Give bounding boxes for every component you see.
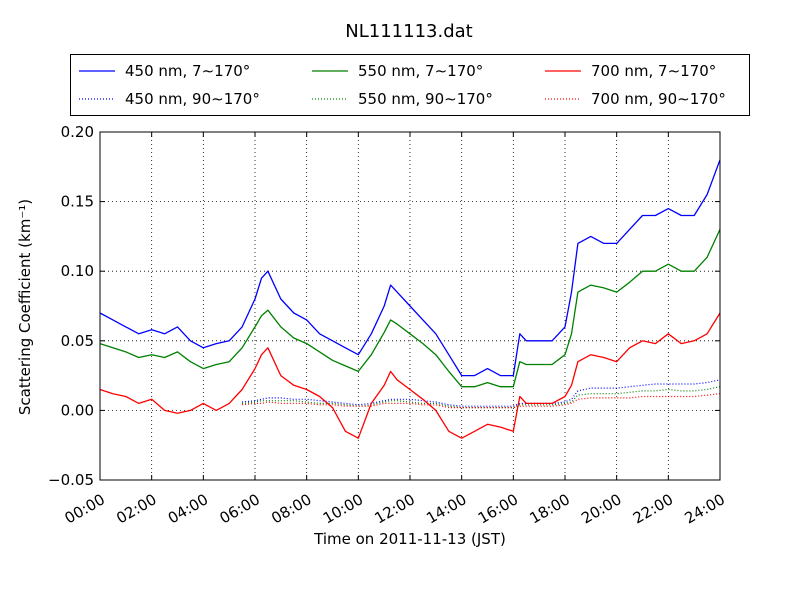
y-tick-label: 0.05 [61,332,94,350]
y-tick-label: 0.10 [61,262,94,280]
legend-label-2: 550 nm, 7∼170° [358,62,483,80]
plot-series [99,159,721,439]
y-tick-label: 0.20 [61,123,94,141]
x-tick-label: 20:00 [578,490,624,527]
x-tick-label: 12:00 [372,490,418,527]
legend-label-1: 450 nm, 90∼170° [125,90,260,108]
series-line-0 [99,159,721,377]
x-tick-label: 00:00 [62,490,108,527]
series-line-5 [242,393,721,409]
series-line-1 [242,379,721,407]
x-tick-label: 24:00 [682,490,728,527]
x-tick-label: 18:00 [527,490,573,527]
series-line-2 [99,229,721,388]
x-tick-label: 14:00 [423,490,469,527]
y-tick-label: 0.00 [61,401,94,419]
x-tick-label: 22:00 [630,490,676,527]
legend-svg: 450 nm, 7∼170° 550 nm, 7∼170° 700 nm, 7∼17… [79,62,726,108]
legend-label-5: 700 nm, 90∼170° [591,90,726,108]
y-tick-label: 0.15 [61,193,94,211]
chart-title: NL111113.dat [345,21,472,42]
x-tick-label: 02:00 [113,490,159,527]
x-axis-label: Time on 2011-11-13 (JST) [313,530,506,548]
y-axis-label: Scattering Coefficient (km⁻¹) [16,199,34,415]
y-tick-label: −0.05 [48,471,94,489]
series-line-4 [99,312,721,439]
x-tick-label: 16:00 [475,490,521,527]
x-tick-label: 10:00 [320,490,366,527]
x-tick-label: 06:00 [217,490,263,527]
legend: 450 nm, 7∼170° 550 nm, 7∼170° 700 nm, 7∼17… [70,54,750,116]
x-tick-label: 08:00 [268,490,314,527]
legend-label-3: 550 nm, 90∼170° [358,90,493,108]
legend-label-4: 700 nm, 7∼170° [591,62,716,80]
x-tick-label: 04:00 [165,490,211,527]
legend-label-0: 450 nm, 7∼170° [125,62,250,80]
